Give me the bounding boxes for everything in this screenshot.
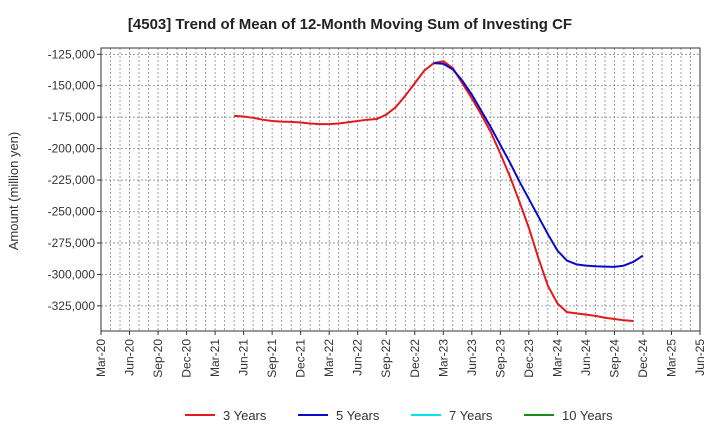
x-tick-label: Sep-21 [265, 339, 279, 378]
x-tick-label: Jun-20 [123, 339, 137, 376]
series-line-5-years [433, 62, 644, 268]
x-tick-label: Jun-23 [465, 339, 479, 376]
x-tick-label: Sep-24 [607, 339, 621, 378]
grid-layer [101, 48, 700, 331]
x-tick-label: Jun-24 [579, 339, 593, 376]
x-tick-label: Mar-22 [322, 339, 336, 377]
x-tick-label: Jun-25 [693, 339, 707, 376]
x-tick-label: Sep-23 [493, 339, 507, 378]
x-tick-label: Mar-20 [94, 339, 108, 377]
x-axis-ticks: Mar-20 Jun-20 Sep-20 Dec-20 Mar-21 Jun-21 Sep-… [94, 331, 707, 378]
y-tick-label: -175,000 [48, 110, 96, 124]
x-tick-label: Mar-24 [550, 339, 564, 377]
series-layer [234, 60, 644, 322]
x-tick-label: Sep-20 [151, 339, 165, 378]
y-axis-label: Amount (million yen) [6, 132, 21, 251]
legend-label: 3 Years [223, 408, 267, 423]
y-tick-label: -150,000 [48, 79, 96, 93]
y-tick-label: -275,000 [48, 236, 96, 250]
x-tick-label: Jun-22 [351, 339, 365, 376]
x-tick-label: Sep-22 [379, 339, 393, 378]
legend-label: 10 Years [562, 408, 613, 423]
x-tick-label: Mar-23 [436, 339, 450, 377]
y-tick-label: -225,000 [48, 173, 96, 187]
legend-label: 5 Years [336, 408, 380, 423]
y-tick-label: -325,000 [48, 299, 96, 313]
x-tick-label: Dec-22 [408, 339, 422, 378]
x-tick-label: Dec-24 [636, 339, 650, 378]
x-tick-label: Jun-21 [237, 339, 251, 376]
x-tick-label: Mar-21 [208, 339, 222, 377]
y-tick-label: -125,000 [48, 47, 96, 61]
x-tick-label: Mar-25 [664, 339, 678, 377]
legend-label: 7 Years [449, 408, 493, 423]
legend: 3 Years 5 Years 7 Years 10 Years [185, 408, 613, 423]
y-axis-ticks: -125,000 -150,000 -175,000 -200,000 -225,000… [48, 47, 101, 313]
x-tick-label: Dec-21 [294, 339, 308, 378]
y-tick-label: -250,000 [48, 205, 96, 219]
x-tick-label: Dec-20 [180, 339, 194, 378]
y-tick-label: -300,000 [48, 267, 96, 281]
x-tick-label: Dec-23 [522, 339, 536, 378]
y-tick-label: -200,000 [48, 142, 96, 156]
chart-title: [4503] Trend of Mean of 12-Month Moving … [128, 16, 572, 33]
plot-frame [100, 47, 701, 332]
